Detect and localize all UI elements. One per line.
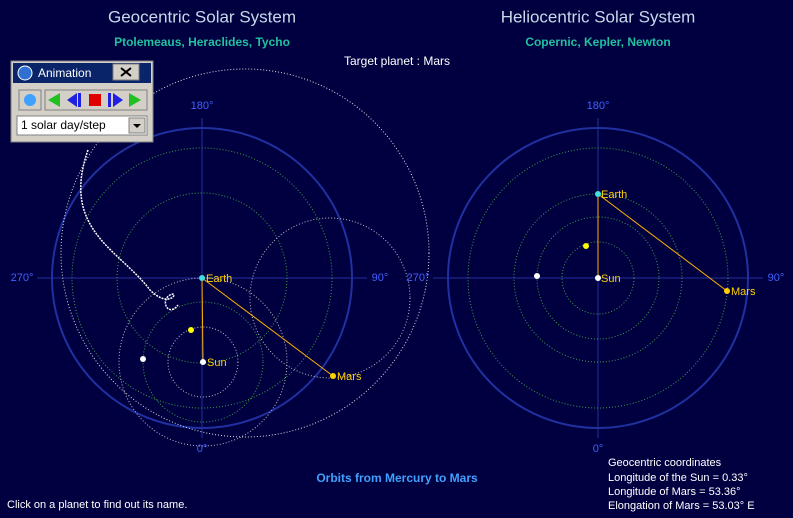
planet-label: Sun: [601, 273, 621, 285]
step-dropdown[interactable]: [16, 115, 148, 136]
axis-label: 0°: [197, 443, 208, 455]
orbit: [116, 192, 288, 364]
axis-label: 90°: [372, 272, 389, 284]
axis-label: 0°: [593, 443, 604, 455]
mars[interactable]: [330, 373, 336, 379]
axis-label: 270°: [11, 272, 34, 284]
step-forward-button[interactable]: [108, 93, 123, 107]
sight-line: [201, 277, 204, 363]
axis-label: 180°: [587, 100, 610, 112]
rewind-button[interactable]: [48, 93, 60, 107]
target-label: Target planet : Mars: [344, 54, 450, 68]
helio-diagram: 180° 270° 90° 0° Earth Sun Mars: [407, 100, 785, 455]
orbits-caption: Orbits from Mercury to Mars: [316, 471, 478, 485]
orbit: [118, 277, 288, 447]
mars[interactable]: [724, 288, 730, 294]
close-button[interactable]: [112, 63, 140, 81]
mars-trace: [60, 68, 430, 438]
geo-diagram: 180° 270° 90° 0° Earth Sun Mars: [11, 68, 430, 455]
helio-title: Heliocentric Solar System: [501, 7, 696, 26]
sun[interactable]: [200, 359, 206, 365]
coords-line: Longitude of the Sun = 0.33°: [608, 472, 748, 484]
app-icon: [17, 65, 33, 81]
step-value: 1 solar day/step: [21, 118, 106, 132]
coords-title: Geocentric coordinates: [608, 457, 722, 469]
axis-label: 180°: [191, 100, 214, 112]
clock-icon: [24, 94, 36, 106]
axis-label: 90°: [768, 272, 785, 284]
venus[interactable]: [583, 243, 589, 249]
orbit: [167, 326, 239, 398]
mercury[interactable]: [140, 356, 146, 362]
close-icon: [120, 67, 132, 77]
coords-line: Longitude of Mars = 53.36°: [608, 486, 741, 498]
orbit: [71, 147, 333, 409]
sight-line: [597, 193, 728, 292]
orbit: [467, 147, 729, 409]
earth[interactable]: [199, 275, 205, 281]
mercury[interactable]: [534, 273, 540, 279]
status-text: Click on a planet to find out its name.: [7, 499, 187, 511]
mars-path: [80, 149, 179, 311]
stop-button[interactable]: [89, 94, 101, 106]
geo-subtitle: Ptolemeaus, Heraclides, Tycho: [114, 35, 290, 49]
window-title: Animation: [38, 66, 91, 80]
planet-label: Earth: [601, 189, 627, 201]
earth[interactable]: [595, 191, 601, 197]
play-button[interactable]: [129, 93, 141, 107]
planet-label: Sun: [207, 357, 227, 369]
orbit: [142, 301, 264, 423]
coords-line: Elongation of Mars = 53.03° E: [608, 500, 755, 512]
orbit: [536, 216, 660, 340]
planet-label: Mars: [731, 286, 756, 298]
step-back-button[interactable]: [67, 93, 81, 107]
helio-subtitle: Copernic, Kepler, Newton: [525, 35, 670, 49]
orbit: [513, 193, 683, 363]
arrow-icon: [133, 124, 141, 128]
axis-label: 270°: [407, 272, 430, 284]
sight-line: [201, 277, 334, 377]
animation-window: Animation 1 solar day/step: [10, 60, 154, 143]
orbit: [561, 241, 635, 315]
venus[interactable]: [188, 327, 194, 333]
geo-title: Geocentric Solar System: [108, 7, 296, 26]
orbit: [249, 217, 411, 379]
planet-label: Mars: [337, 371, 362, 383]
planet-label: Earth: [206, 273, 232, 285]
sun[interactable]: [595, 275, 601, 281]
